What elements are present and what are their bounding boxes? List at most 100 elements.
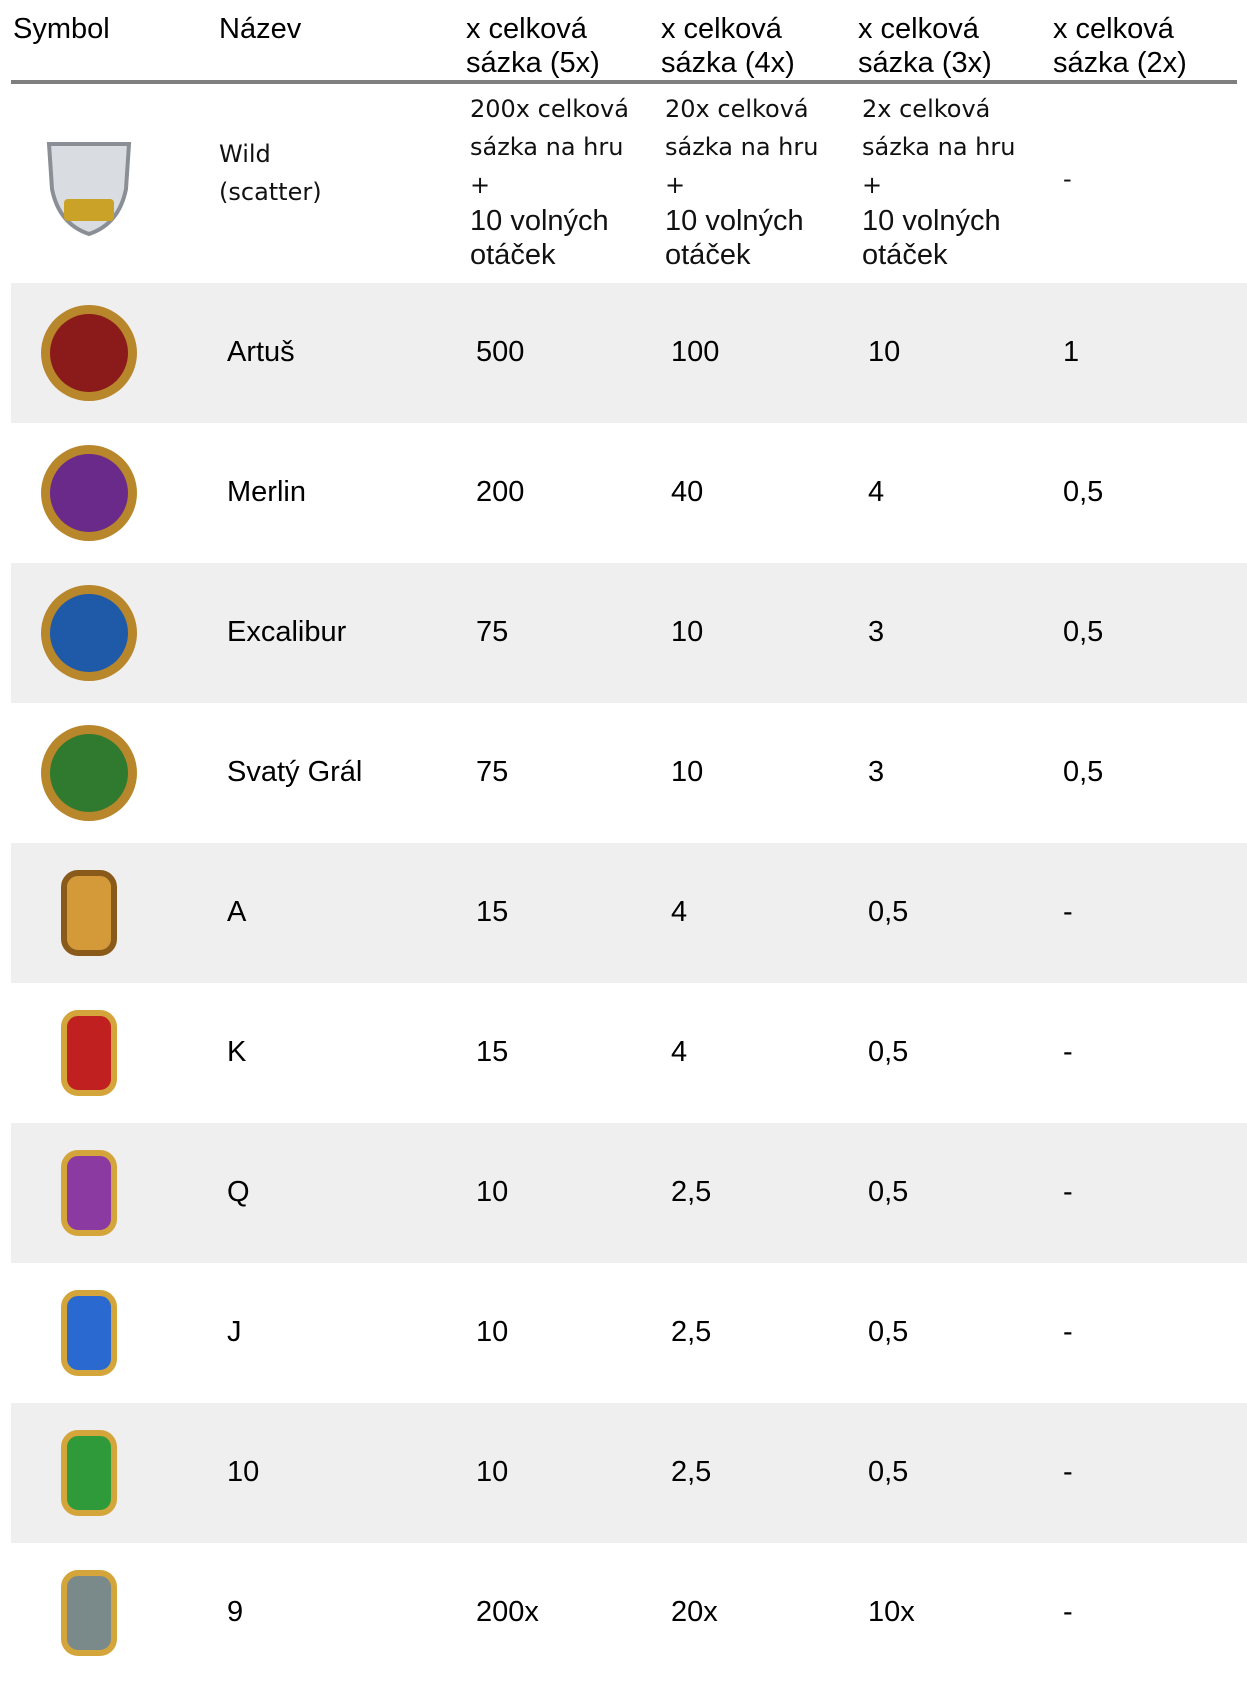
payout-value: 1	[1063, 336, 1080, 368]
payout-value: 75	[476, 756, 509, 788]
row-background	[11, 283, 1247, 423]
payout-value: 10	[671, 756, 704, 788]
payout-value: -	[1063, 1036, 1073, 1068]
payout-value: 0,5	[868, 1316, 909, 1348]
payout-cell: 200x celková sázka na hru +10 volných otáče…	[470, 90, 629, 272]
payout-value: 0,5	[1063, 476, 1104, 508]
symbol-name: 10	[227, 1456, 260, 1488]
row-background	[11, 423, 1247, 563]
payout-value: 10x	[868, 1596, 915, 1628]
symbol-icon	[61, 1150, 117, 1236]
row-background	[11, 1543, 1247, 1683]
payout-line: -	[1063, 165, 1072, 193]
payout-value: 10	[671, 616, 704, 648]
row-background	[11, 563, 1247, 703]
payout-line: +	[470, 171, 491, 199]
payout-value: 15	[476, 896, 509, 928]
symbol-icon	[41, 725, 137, 821]
symbol-name: Q	[227, 1176, 250, 1208]
column-header: x celková sázka (3x)	[858, 13, 992, 79]
payout-value: 500	[476, 336, 525, 368]
payout-value: 20x	[671, 1596, 718, 1628]
symbol-name: Excalibur	[227, 616, 347, 648]
row-background	[11, 1123, 1247, 1263]
payout-value: -	[1063, 896, 1073, 928]
header-rule	[11, 80, 1237, 84]
payout-value: 0,5	[868, 896, 909, 928]
name-line: Wild	[219, 140, 271, 168]
row-background	[11, 703, 1247, 843]
payout-cell: 2x celková sázka na hru +10 volných otáček	[862, 90, 1015, 272]
symbol-icon	[41, 445, 137, 541]
symbol-icon	[61, 870, 117, 956]
payout-line: 10 volných	[862, 205, 1001, 237]
column-header: x celková sázka (4x)	[661, 13, 795, 79]
symbol-name: Artuš	[227, 336, 295, 368]
payout-value: 0,5	[1063, 616, 1104, 648]
column-header: x celková sázka (5x)	[466, 13, 600, 79]
symbol-icon	[41, 305, 137, 401]
payout-line: 10 volných	[665, 205, 804, 237]
symbol-name: A	[227, 896, 247, 928]
column-header: Symbol	[13, 13, 110, 45]
symbol-name: Merlin	[227, 476, 306, 508]
payout-value: 0,5	[868, 1036, 909, 1068]
payout-line: 2x celková	[862, 95, 991, 123]
payout-value: 40	[671, 476, 704, 508]
payout-value: 4	[671, 896, 688, 928]
column-header: x celková sázka (2x)	[1053, 13, 1187, 79]
payout-value: 200x	[476, 1596, 539, 1628]
row-background	[11, 1403, 1247, 1543]
payout-value: 2,5	[671, 1316, 712, 1348]
row-background	[11, 983, 1247, 1123]
symbol-icon	[61, 1570, 117, 1656]
payout-value: 0,5	[868, 1176, 909, 1208]
payout-cell: 20x celková sázka na hru +10 volných otáček	[665, 90, 818, 272]
payout-line: sázka na hru	[665, 133, 819, 161]
payout-value: 4	[671, 1036, 688, 1068]
payout-value: 100	[671, 336, 720, 368]
payout-value: 15	[476, 1036, 509, 1068]
payout-value: -	[1063, 1456, 1073, 1488]
row-background	[11, 1263, 1247, 1403]
symbol-name: J	[227, 1316, 242, 1348]
payout-value: 10	[868, 336, 901, 368]
payout-value: 2,5	[671, 1456, 712, 1488]
symbol-name: K	[227, 1036, 247, 1068]
payout-line: sázka na hru	[470, 133, 624, 161]
symbol-icon	[61, 1010, 117, 1096]
payout-value: 200	[476, 476, 525, 508]
payout-value: 10	[476, 1456, 509, 1488]
symbol-name: 9	[227, 1596, 244, 1628]
payout-line: sázka na hru	[862, 133, 1016, 161]
payout-value: 3	[868, 616, 885, 648]
symbol-name: Wild (scatter)	[219, 135, 322, 211]
payout-line: otáček	[665, 239, 751, 271]
payout-value: 3	[868, 756, 885, 788]
payout-line: otáček	[862, 239, 948, 271]
payout-value: 2,5	[671, 1176, 712, 1208]
payout-value: 0,5	[1063, 756, 1104, 788]
payout-value: -	[1063, 1316, 1073, 1348]
column-header: Název	[219, 13, 302, 45]
symbol-icon	[61, 1290, 117, 1376]
payout-value: 4	[868, 476, 885, 508]
row-background	[11, 843, 1247, 983]
symbol-name: Svatý Grál	[227, 756, 363, 788]
symbol-icon	[61, 1430, 117, 1516]
payout-value: 10	[476, 1316, 509, 1348]
payout-value: 10	[476, 1176, 509, 1208]
symbol-icon	[46, 142, 132, 237]
payout-line: 10 volných	[470, 205, 609, 237]
payout-line: +	[665, 171, 686, 199]
payout-line: +	[862, 171, 883, 199]
payout-value: 75	[476, 616, 509, 648]
symbol-icon	[41, 585, 137, 681]
payout-value: 0,5	[868, 1456, 909, 1488]
payout-line: 200x celková	[470, 95, 629, 123]
payout-line: otáček	[470, 239, 556, 271]
payout-value: -	[1063, 1176, 1073, 1208]
payout-cell: -	[1063, 160, 1072, 198]
payout-line: 20x celková	[665, 95, 809, 123]
